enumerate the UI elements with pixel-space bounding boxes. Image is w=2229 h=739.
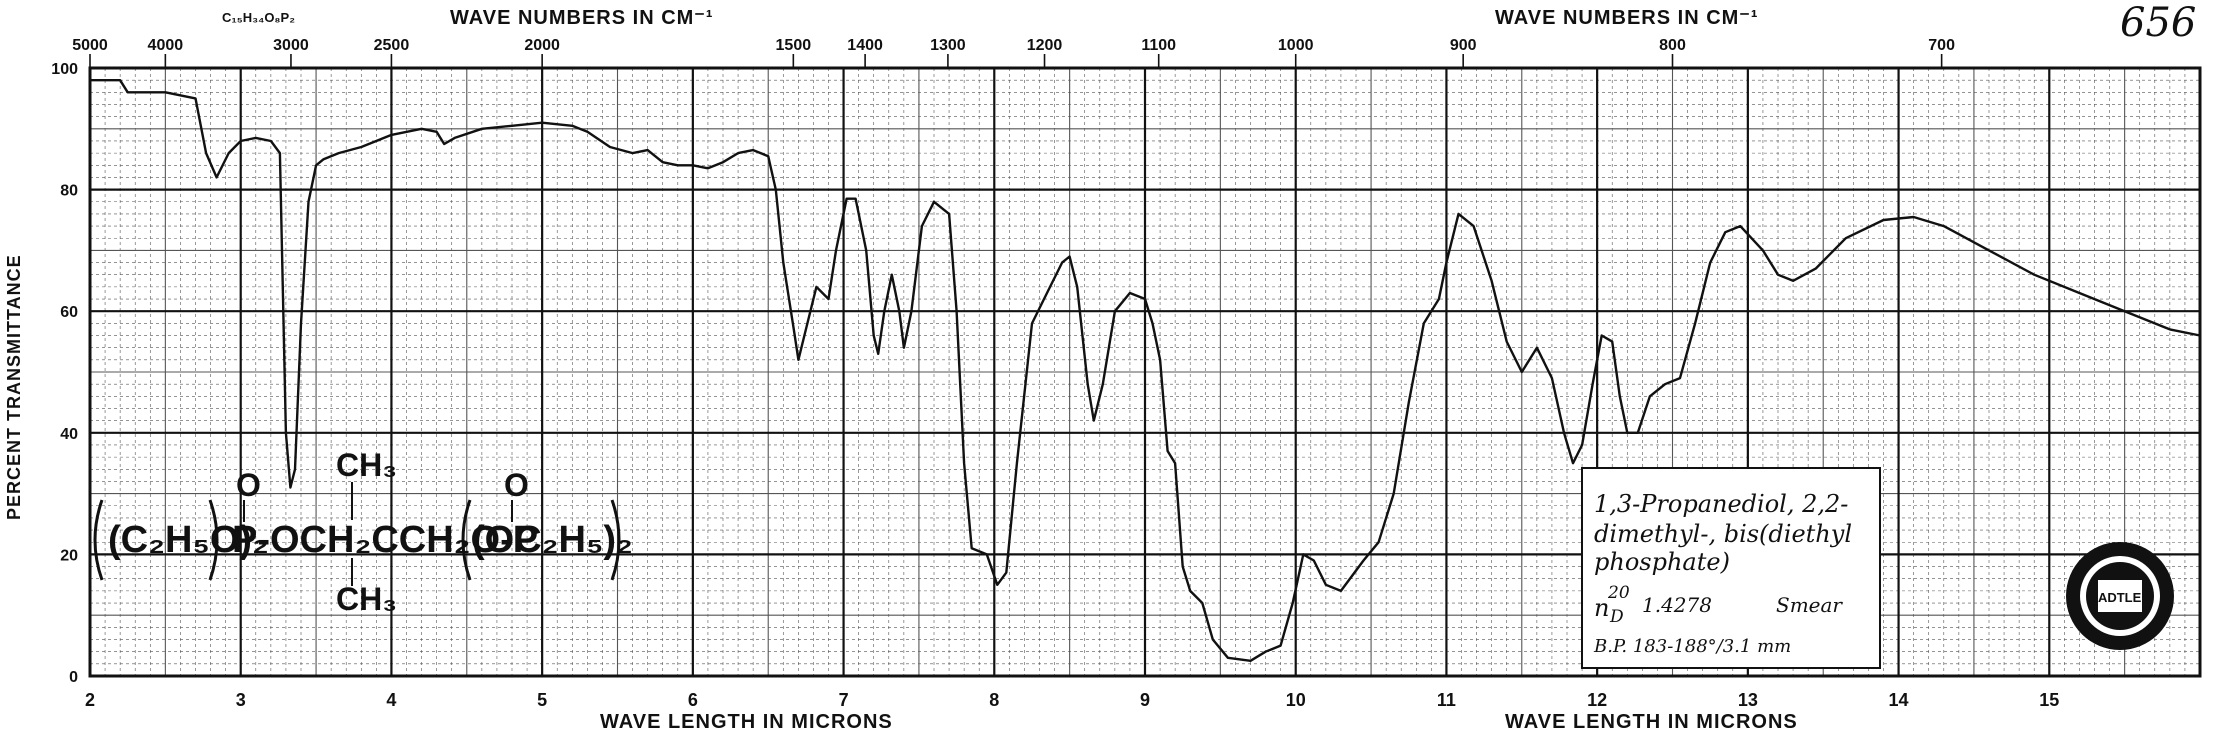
wavenumber-tick-label: 1200 <box>1027 37 1063 54</box>
refractive-index-value: 1.4278 <box>1642 593 1712 617</box>
boiling-point: B.P. 183-188°/3.1 mm <box>1593 636 1791 657</box>
wavenumber-tick-label: 4000 <box>148 37 184 54</box>
x-tick-label: 2 <box>85 690 95 710</box>
plot-frame <box>88 66 2202 678</box>
x-axis-title-right: WAVE LENGTH IN MICRONS <box>1505 711 1798 733</box>
wavenumber-tick-label: 3000 <box>273 37 309 54</box>
oxygen-left: O <box>236 467 261 503</box>
y-tick-label: 20 <box>60 547 78 564</box>
refractive-index-symbol: n <box>1594 594 1609 622</box>
refractive-index-temp: 20 <box>1607 583 1630 603</box>
methyl-top: CH₃ <box>336 447 397 483</box>
wavenumber-tick-label: 1500 <box>776 37 812 54</box>
structure-center: P-OCH₂CCH₂O-P <box>232 519 538 561</box>
transmittance-line <box>90 79 2201 662</box>
annotation-line-1: 1,3-Propanediol, 2,2- <box>1594 490 1848 518</box>
sadtler-seal-logo: SADTLER <box>2066 542 2174 650</box>
structure-formula: (C₂H₅O)₂ P-OCH₂CCH₂O-P (OC₂H₅)₂ O O CH₃ … <box>93 447 633 617</box>
seal-center-plate <box>2098 580 2142 612</box>
annotation-line-3: phosphate) <box>1594 548 1730 576</box>
x-tick-label: 13 <box>1738 690 1758 710</box>
wavenumber-tick-label: 2000 <box>524 37 560 54</box>
sample-type: Smear <box>1776 593 1843 617</box>
wavenumber-tick-label: 700 <box>1928 37 1955 54</box>
x-tick-label: 4 <box>386 690 396 710</box>
wavenumber-tick-label: 900 <box>1450 37 1477 54</box>
wavenumber-tick-label: 1000 <box>1278 37 1314 54</box>
x-tick-label: 5 <box>537 690 547 710</box>
x-tick-label: 15 <box>2039 690 2059 710</box>
wavenumber-tick-label: 800 <box>1659 37 1686 54</box>
structure-right-group: (OC₂H₅)₂ <box>472 519 633 561</box>
top-axis-title-left: WAVE NUMBERS IN CM⁻¹ <box>450 7 714 29</box>
left-paren-open <box>93 499 104 581</box>
right-paren-close <box>610 499 621 581</box>
x-tick-label: 10 <box>1286 690 1306 710</box>
y-tick-label: 0 <box>69 669 78 686</box>
x-tick-label: 14 <box>1889 690 1909 710</box>
wavenumber-tick-label: 2500 <box>374 37 410 54</box>
seal-text: SADTLER <box>2089 590 2151 605</box>
wavenumber-tick-label: 1100 <box>1141 37 1176 54</box>
molecular-formula: C₁₅H₃₄O₈P₂ <box>222 10 295 25</box>
y-tick-label: 80 <box>60 183 78 200</box>
methyl-bottom: CH₃ <box>336 581 397 617</box>
x-tick-labels: 2 3 4 5 6 7 8 9 10 11 12 13 14 15 <box>85 690 2059 710</box>
refractive-index-line: D <box>1609 607 1624 627</box>
left-paren-close <box>208 499 219 581</box>
wavenumber-tick-label: 1400 <box>847 37 883 54</box>
x-tick-label: 8 <box>989 690 999 710</box>
annotation-line-2: dimethyl-, bis(diethyl <box>1594 520 1852 548</box>
wavenumber-tick-label: 5000 <box>72 37 108 54</box>
page-number: 656 <box>2120 0 2196 46</box>
top-axis-title-right: WAVE NUMBERS IN CM⁻¹ <box>1495 7 1759 29</box>
x-tick-label: 7 <box>839 690 849 710</box>
x-tick-label: 6 <box>688 690 698 710</box>
compound-annotation: 1,3-Propanediol, 2,2- dimethyl-, bis(die… <box>1581 467 1881 669</box>
x-axis-title-left: WAVE LENGTH IN MICRONS <box>600 711 893 733</box>
y-tick-label: 100 <box>51 61 78 78</box>
wavenumber-tick-label: 1300 <box>930 37 966 54</box>
annotation-box <box>1581 467 1881 669</box>
x-tick-label: 12 <box>1587 690 1607 710</box>
wavenumber-tick-labels: 5000 4000 3000 2500 2000 1500 1400 1300 1200 1100… <box>72 37 1955 68</box>
x-tick-label: 9 <box>1140 690 1150 710</box>
right-paren-open <box>461 499 472 581</box>
oxygen-right: O <box>504 467 529 503</box>
y-tick-labels: 0 20 40 60 80 100 <box>51 61 78 686</box>
y-tick-label: 40 <box>60 426 78 443</box>
y-tick-label: 60 <box>60 304 78 321</box>
x-tick-label: 11 <box>1437 690 1456 710</box>
y-axis-title: PERCENT TRANSMITTANCE <box>4 254 24 520</box>
x-tick-label: 3 <box>236 690 246 710</box>
structure-left-group: (C₂H₅O)₂ <box>108 519 269 561</box>
